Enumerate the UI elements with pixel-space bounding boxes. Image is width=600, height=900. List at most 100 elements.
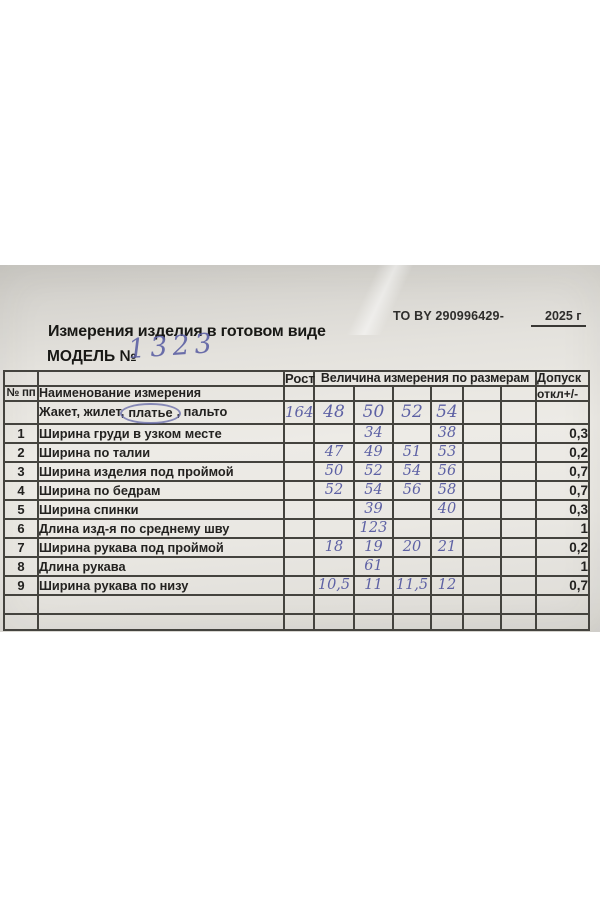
size-value-cell: 18 bbox=[313, 537, 355, 559]
empty-cell bbox=[353, 385, 394, 402]
size-value-cell bbox=[313, 423, 355, 445]
size-value-cell bbox=[313, 499, 355, 521]
empty-cell bbox=[353, 613, 394, 632]
empty-cell bbox=[462, 385, 502, 402]
size-value-cell bbox=[462, 575, 502, 597]
size-value-cell: 50 bbox=[313, 461, 355, 483]
empty-cell bbox=[313, 594, 355, 616]
table-row: 6 Длина изд-я по среднему шву 123 1 bbox=[3, 518, 591, 540]
garment-label: Жакет, жилет, платье, пальто bbox=[37, 399, 285, 426]
model-label: МОДЕЛЬ № bbox=[47, 348, 137, 365]
tolerance-value: 0,2 bbox=[535, 537, 591, 559]
size-value-cell bbox=[499, 499, 538, 521]
empty-cell bbox=[499, 594, 538, 616]
size-value-cell bbox=[313, 556, 355, 578]
size-value-cell bbox=[462, 442, 502, 464]
tolerance-value: 0,3 bbox=[535, 499, 591, 521]
table-row: 4 Ширина по бедрам 52 54 56 58 0,7 bbox=[3, 480, 591, 502]
size-value-cell: 56 bbox=[430, 461, 464, 483]
empty-cell bbox=[283, 385, 315, 402]
size-value-cell bbox=[499, 556, 538, 578]
empty-cell bbox=[430, 385, 464, 402]
empty-cell bbox=[462, 594, 502, 616]
row-number: 6 bbox=[3, 518, 39, 540]
size-handwritten-value: 52 bbox=[392, 399, 432, 426]
rost-cell bbox=[283, 537, 315, 559]
size-value-cell: 54 bbox=[392, 461, 432, 483]
size-value-cell bbox=[499, 461, 538, 483]
model-number-handwritten: 1323 bbox=[127, 327, 218, 366]
measurement-name: Ширина по бедрам bbox=[37, 480, 285, 502]
rost-cell bbox=[283, 575, 315, 597]
size-value-cell bbox=[462, 423, 502, 445]
empty-cell bbox=[535, 399, 591, 426]
size-handwritten-value bbox=[499, 399, 538, 426]
table-row: 7 Ширина рукава под проймой 18 19 20 21 0,2 bbox=[3, 537, 591, 559]
size-value-cell: 11 bbox=[353, 575, 394, 597]
size-handwritten-value: 50 bbox=[353, 399, 394, 426]
size-value-cell: 54 bbox=[353, 480, 394, 502]
empty-cell bbox=[37, 613, 285, 632]
empty-row bbox=[3, 594, 591, 616]
tolerance-value: 0,3 bbox=[535, 423, 591, 445]
rost-handwritten-value: 164 bbox=[283, 399, 315, 426]
tolerance-value: 0,7 bbox=[535, 461, 591, 483]
empty-cell bbox=[37, 594, 285, 616]
size-value-cell bbox=[392, 499, 432, 521]
rost-cell bbox=[283, 518, 315, 540]
garment-row: Жакет, жилет, платье, пальто 164 48 50 52… bbox=[3, 399, 591, 426]
header-num: № пп bbox=[3, 385, 39, 402]
size-value-cell bbox=[462, 499, 502, 521]
partial-row bbox=[3, 613, 591, 632]
header-sizes-group: Величина измерения по размерам bbox=[312, 369, 538, 388]
measurement-name: Ширина рукава под проймой bbox=[37, 537, 285, 559]
table-row: 1 Ширина груди в узком месте 34 38 0,3 bbox=[3, 423, 591, 445]
measurement-name: Длина рукава bbox=[37, 556, 285, 578]
table-header-row-bottom: № пп Наименование измерения откл+/- bbox=[3, 385, 591, 402]
garment-label-suffix: , пальто bbox=[176, 404, 228, 419]
size-value-cell: 39 bbox=[353, 499, 394, 521]
rost-cell bbox=[283, 556, 315, 578]
rost-cell bbox=[283, 423, 315, 445]
measurement-name: Ширина по талии bbox=[37, 442, 285, 464]
size-value-cell: 61 bbox=[353, 556, 394, 578]
empty-cell bbox=[392, 594, 432, 616]
empty-cell bbox=[3, 594, 39, 616]
row-number: 9 bbox=[3, 575, 39, 597]
header-name: Наименование измерения bbox=[37, 385, 285, 402]
row-number: 8 bbox=[3, 556, 39, 578]
size-value-cell: 52 bbox=[313, 480, 355, 502]
empty-cell bbox=[430, 594, 464, 616]
size-value-cell: 12 bbox=[430, 575, 464, 597]
size-value-cell: 20 bbox=[392, 537, 432, 559]
document-photo: ТО BY 290996429- 2025 г Измерения издели… bbox=[0, 265, 600, 632]
tolerance-value: 0,2 bbox=[535, 442, 591, 464]
size-value-cell: 53 bbox=[430, 442, 464, 464]
size-value-cell bbox=[462, 461, 502, 483]
size-value-cell bbox=[430, 518, 464, 540]
size-value-cell bbox=[462, 480, 502, 502]
blank-area bbox=[37, 369, 285, 388]
year-label: 2025 г bbox=[531, 309, 586, 327]
size-value-cell bbox=[392, 423, 432, 445]
size-value-cell: 40 bbox=[430, 499, 464, 521]
empty-cell bbox=[283, 613, 315, 632]
size-value-cell: 51 bbox=[392, 442, 432, 464]
size-value-cell: 49 bbox=[353, 442, 394, 464]
empty-cell bbox=[3, 399, 39, 426]
size-value-cell bbox=[499, 442, 538, 464]
to-number-label: ТО BY 290996429- bbox=[393, 309, 505, 323]
row-number: 3 bbox=[3, 461, 39, 483]
size-value-cell bbox=[392, 518, 432, 540]
measurement-name: Длина изд-я по среднему шву bbox=[37, 518, 285, 540]
table-row: 2 Ширина по талии 47 49 51 53 0,2 bbox=[3, 442, 591, 464]
tolerance-value: 1 bbox=[535, 518, 591, 540]
tolerance-value: 1 bbox=[535, 556, 591, 578]
table-row: 9 Ширина рукава по низу 10,5 11 11,5 12 0,7 bbox=[3, 575, 591, 597]
rost-cell bbox=[283, 499, 315, 521]
size-value-cell: 10,5 bbox=[313, 575, 355, 597]
rost-cell bbox=[283, 442, 315, 464]
empty-cell bbox=[535, 594, 591, 616]
size-value-cell: 38 bbox=[430, 423, 464, 445]
circled-word: платье bbox=[120, 403, 181, 425]
